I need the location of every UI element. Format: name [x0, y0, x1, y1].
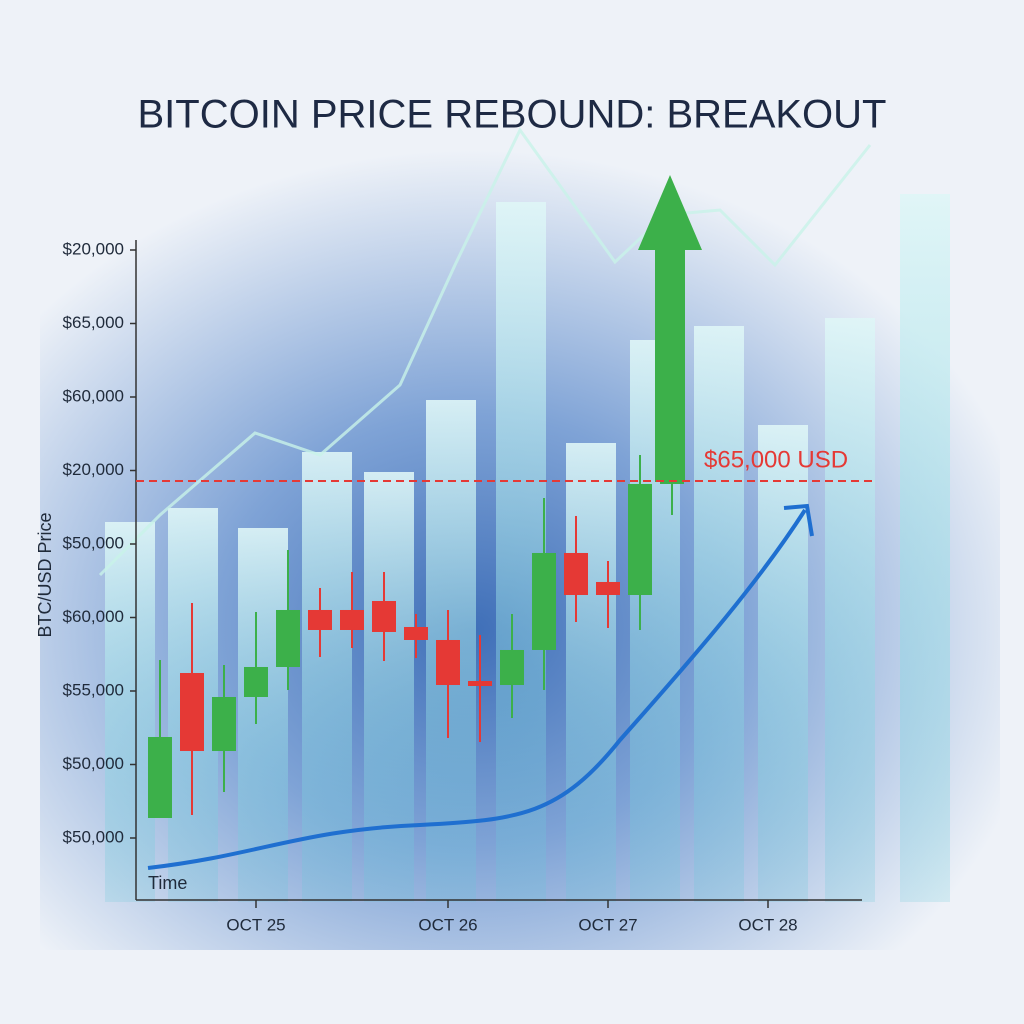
annotation: $65,000 USD — [704, 446, 848, 473]
candle-body — [372, 600, 396, 632]
trend-curve — [147, 508, 807, 870]
y-tick-label: $50,000 — [63, 533, 124, 552]
candle-body — [532, 552, 556, 650]
candle-body — [276, 609, 300, 667]
candle-body — [340, 609, 364, 630]
candle-body — [628, 483, 652, 595]
x-tick-label: OCT 25 — [226, 915, 285, 934]
candle-body — [148, 736, 172, 818]
y-tick-label: $50,000 — [63, 754, 124, 773]
y-axis-label: BTC/USD Price — [35, 512, 55, 637]
candle-body — [436, 639, 460, 686]
candle-body — [212, 696, 236, 752]
y-tick-label: $20,000 — [63, 460, 124, 479]
candle-body — [244, 666, 268, 697]
y-tick-label: $65,000 — [63, 313, 124, 332]
candle-body — [596, 581, 620, 595]
candle-body — [468, 680, 492, 687]
x-tick-label: OCT 26 — [418, 915, 477, 934]
y-tick-label: $20,000 — [63, 239, 124, 258]
y-tick-label: $60,000 — [63, 386, 124, 405]
candle-body — [660, 480, 684, 484]
candle-body — [308, 609, 332, 630]
y-tick-label: $50,000 — [63, 827, 124, 846]
x-tick-label: OCT 27 — [578, 915, 637, 934]
y-tick-label: $55,000 — [63, 680, 124, 699]
trend-arrowhead — [783, 503, 814, 537]
breakout-arrow — [638, 175, 702, 482]
candle-body — [404, 626, 428, 640]
y-tick-label: $60,000 — [63, 607, 124, 626]
decoration-line — [98, 127, 872, 577]
x-axis-label: Time — [148, 873, 187, 893]
decoration — [105, 194, 950, 902]
candle-body — [180, 672, 204, 752]
candle-body — [500, 649, 524, 686]
x-tick-label: OCT 28 — [738, 915, 797, 934]
chart-title: BITCOIN PRICE REBOUND: BREAKOUT — [138, 93, 887, 137]
candle-body — [564, 552, 588, 595]
